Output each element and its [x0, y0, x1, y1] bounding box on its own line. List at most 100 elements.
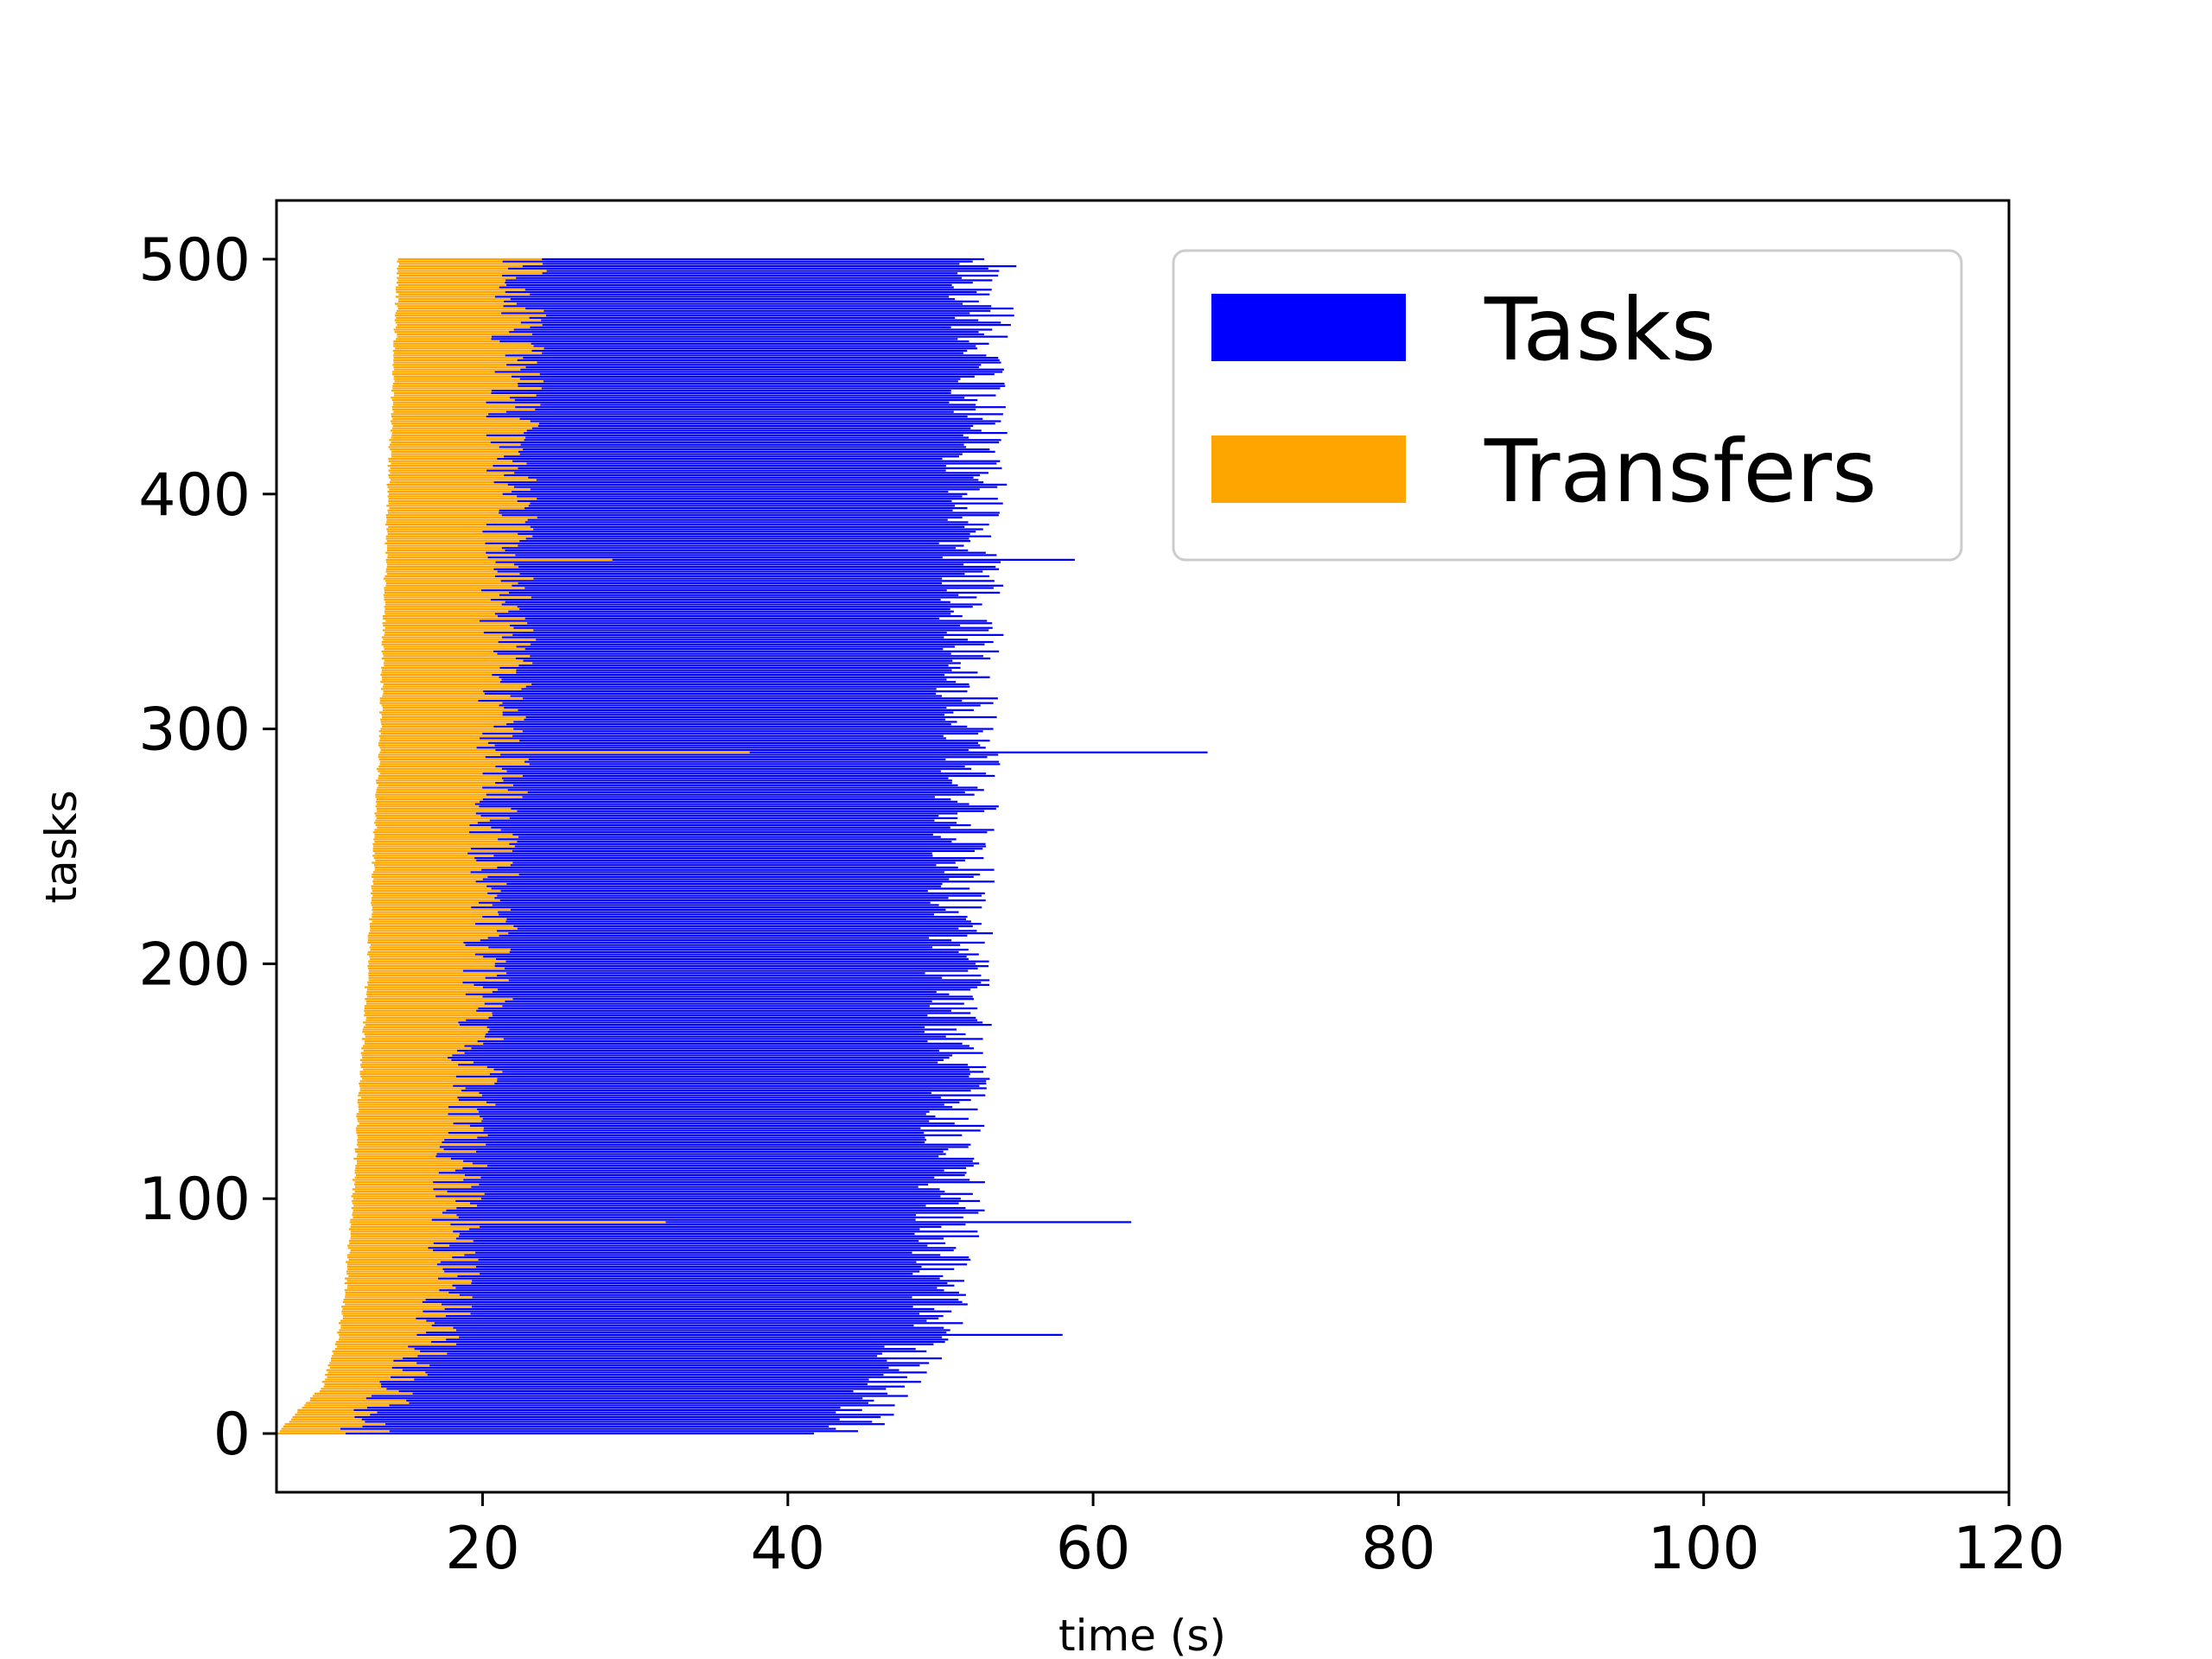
transfer-bar	[384, 664, 519, 667]
transfer-bar	[372, 849, 512, 853]
transfer-bar	[372, 845, 515, 848]
task-bar	[450, 1224, 966, 1226]
transfer-bar	[344, 1289, 440, 1292]
task-bar	[487, 556, 943, 559]
transfer-bar	[380, 681, 500, 683]
transfer-bar	[395, 321, 521, 324]
transfer-bar	[340, 1324, 432, 1327]
task-bar	[508, 610, 954, 613]
task-bar	[517, 359, 1000, 361]
transfer-bar	[357, 1134, 488, 1136]
y-tick-label: 400	[138, 461, 251, 530]
task-bar	[491, 826, 950, 829]
transfer-bar	[340, 1319, 427, 1322]
transfer-bar	[367, 934, 499, 937]
transfer-bar	[357, 1124, 470, 1128]
task-bar	[502, 493, 968, 495]
task-bar	[525, 365, 979, 369]
task-bar	[481, 1120, 930, 1122]
transfer-bar	[356, 1143, 486, 1146]
transfer-bar	[367, 950, 510, 953]
task-bar	[506, 882, 943, 886]
task-bar	[480, 800, 958, 803]
task-bar	[478, 699, 963, 702]
task-bar	[505, 354, 987, 357]
transfer-bar	[357, 1139, 445, 1141]
transfer-bar	[365, 1000, 505, 1003]
transfer-bar	[379, 740, 520, 742]
transfer-bar	[397, 267, 509, 270]
transfer-bar	[323, 1385, 382, 1388]
task-bar	[530, 643, 985, 645]
task-bar	[462, 982, 982, 984]
transfer-bar	[362, 1077, 498, 1080]
transfer-bar	[391, 450, 518, 453]
task-bar	[452, 1256, 969, 1259]
task-bar	[439, 1146, 969, 1148]
transfer-bar	[346, 1263, 437, 1266]
transfer-bar	[393, 345, 534, 347]
transfer-bar	[347, 1256, 453, 1259]
task-bar	[477, 1039, 928, 1043]
task-bar	[423, 1310, 952, 1313]
task-bar	[535, 408, 976, 411]
transfer-bar	[371, 904, 493, 906]
transfer-bar	[362, 1045, 465, 1047]
transfer-bar	[393, 359, 518, 361]
task-bar	[504, 455, 959, 458]
task-bar	[497, 974, 982, 977]
task-bar	[500, 753, 999, 756]
transfer-bar	[365, 1016, 489, 1020]
task-bar	[486, 1165, 974, 1167]
task-bar	[525, 715, 997, 719]
task-bar	[491, 887, 970, 890]
y-tick-label: 100	[138, 1166, 251, 1234]
transfer-bar	[354, 1183, 480, 1186]
transfer-bar	[340, 1326, 454, 1329]
bars-layer	[276, 257, 1208, 1435]
task-bar	[484, 1192, 973, 1195]
transfer-bar	[352, 1202, 470, 1205]
task-bar	[493, 465, 946, 467]
task-bar	[519, 417, 983, 420]
task-bar	[491, 335, 1008, 338]
transfer-bar	[394, 302, 517, 305]
task-bar	[448, 1132, 925, 1135]
transfer-bar	[393, 375, 512, 378]
transfer-bar	[359, 1122, 454, 1125]
task-bar	[520, 321, 1001, 324]
transfer-bar	[376, 817, 510, 819]
task-bar	[515, 657, 991, 660]
task-bar	[469, 1202, 959, 1205]
transfer-bar	[368, 974, 498, 977]
transfer-bar	[359, 1110, 479, 1113]
transfer-bar	[386, 518, 528, 521]
transfer-bar	[378, 756, 486, 759]
transfer-bar	[379, 702, 503, 704]
task-bar	[516, 276, 963, 279]
task-bar	[471, 1306, 913, 1308]
task-bar	[515, 406, 1006, 409]
transfer-bar	[354, 1181, 434, 1184]
transfer-bar	[291, 1418, 362, 1421]
task-bar	[516, 302, 963, 305]
task-bar	[498, 640, 994, 644]
task-bar	[386, 1388, 887, 1390]
transfer-bar	[392, 385, 518, 387]
task-bar	[422, 1300, 963, 1303]
task-bar	[501, 767, 972, 770]
transfer-bar	[352, 1199, 456, 1203]
task-bar	[524, 718, 946, 721]
transfer-bar	[396, 286, 499, 289]
task-bar	[509, 331, 979, 334]
task-bar	[444, 1307, 935, 1311]
transfer-bar	[359, 1090, 461, 1092]
transfer-bar	[366, 1002, 485, 1005]
task-bar	[458, 1064, 969, 1066]
task-bar	[525, 537, 969, 540]
task-bar	[518, 582, 942, 585]
task-bar	[485, 756, 988, 759]
task-bar	[365, 1421, 873, 1423]
task-bar	[499, 446, 967, 448]
transfer-bar	[284, 1423, 386, 1426]
